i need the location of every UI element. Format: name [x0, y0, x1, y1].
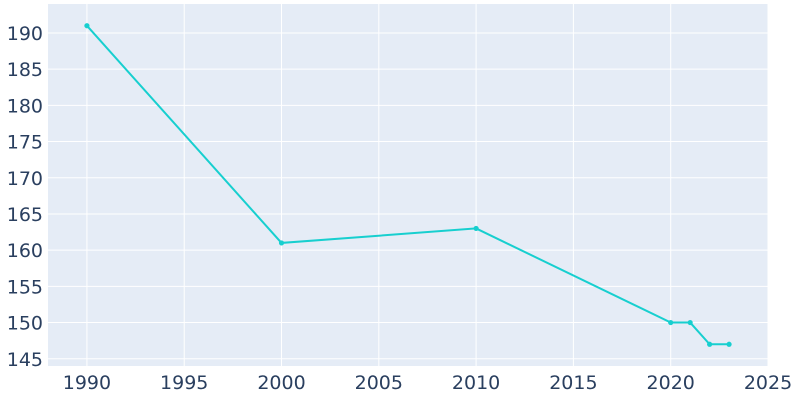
y-tick-label: 160	[7, 240, 43, 262]
data-point[interactable]	[726, 341, 732, 347]
data-point[interactable]	[707, 341, 713, 347]
y-tick-label: 175	[7, 132, 43, 154]
y-tick-label: 150	[7, 313, 43, 335]
series-layer	[84, 23, 732, 347]
y-tick-label: 145	[7, 349, 43, 371]
y-tick-label: 155	[7, 276, 43, 298]
y-tick-label: 165	[7, 204, 43, 226]
y-tick-label: 185	[7, 59, 43, 81]
x-tick-label: 1990	[63, 372, 111, 394]
data-point[interactable]	[278, 240, 285, 246]
data-point[interactable]	[668, 319, 674, 326]
x-axis-tick-labels: 1990 1995 2000 2005 2010 2015 2020 2025	[63, 372, 792, 394]
x-gridlines	[86, 4, 769, 366]
plot-background	[48, 4, 768, 366]
x-tick-label: 1995	[160, 372, 208, 394]
data-point[interactable]	[473, 225, 479, 232]
x-tick-label: 2020	[647, 372, 695, 394]
x-tick-label: 2000	[257, 372, 305, 394]
y-gridlines	[48, 32, 768, 360]
data-point[interactable]	[687, 319, 693, 326]
y-tick-label: 170	[7, 168, 43, 190]
x-tick-label: 2025	[744, 372, 792, 394]
data-point[interactable]	[84, 23, 90, 29]
y-tick-label: 180	[7, 95, 43, 117]
x-tick-label: 2010	[452, 372, 500, 394]
y-axis-tick-labels: 145 150 155 160 165 170 175 180 185 190	[7, 23, 43, 371]
y-tick-label: 190	[7, 23, 43, 45]
x-tick-label: 2005	[355, 372, 403, 394]
x-tick-label: 2015	[549, 372, 597, 394]
